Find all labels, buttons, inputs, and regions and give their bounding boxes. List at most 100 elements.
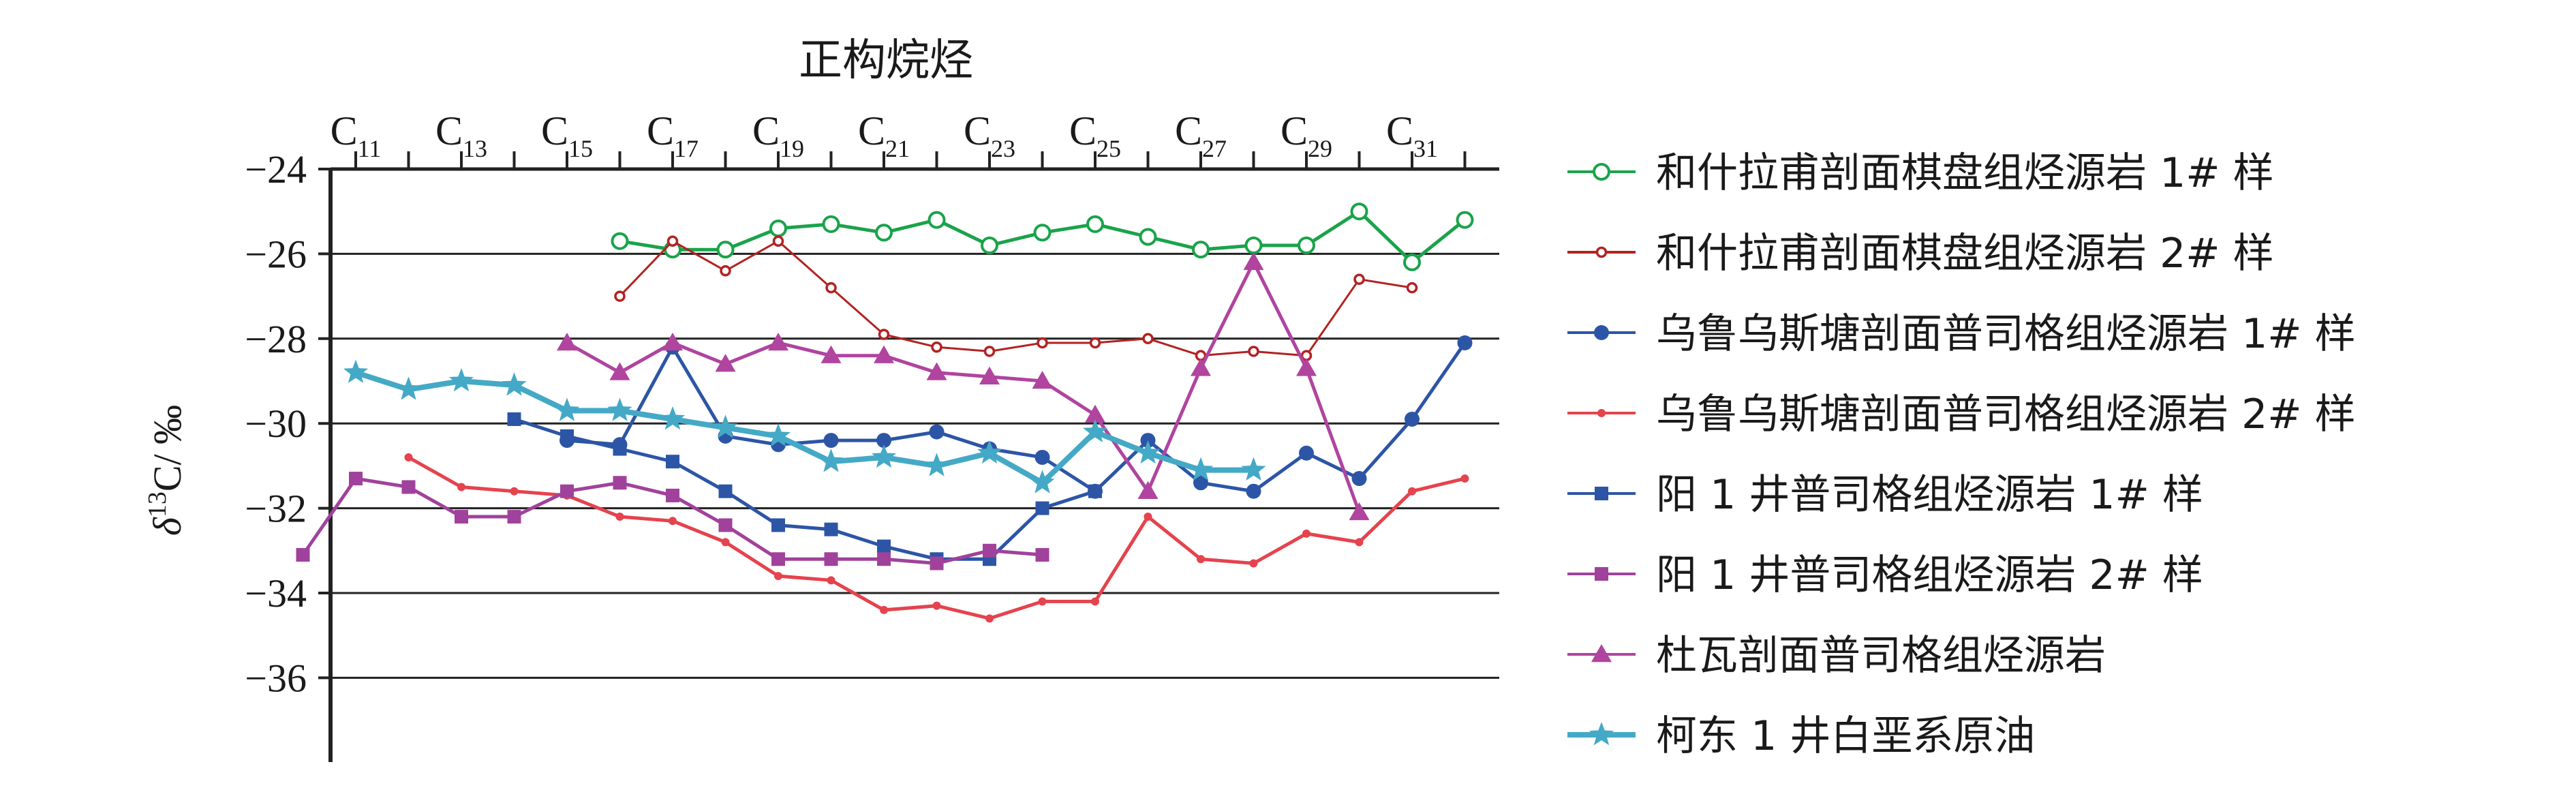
data-point <box>981 236 998 254</box>
data-point <box>1243 252 1264 271</box>
x-tick-label: C11 <box>331 108 382 162</box>
data-point <box>715 354 736 372</box>
data-point <box>613 442 627 456</box>
x-tick-label: C13 <box>435 108 487 162</box>
series-8 <box>343 359 1266 493</box>
data-point <box>1192 241 1210 259</box>
data-point <box>1144 513 1152 521</box>
data-point <box>404 453 413 461</box>
legend-label: 杜瓦剖面普司格组烃源岩 <box>1656 632 2106 680</box>
data-point <box>1188 457 1214 481</box>
data-point <box>1244 236 1263 254</box>
data-point <box>611 232 629 250</box>
data-point <box>1298 236 1315 254</box>
data-point <box>1403 253 1421 271</box>
data-point <box>932 601 941 610</box>
data-point <box>824 522 838 536</box>
data-point <box>718 518 733 532</box>
data-point <box>821 345 842 363</box>
data-point <box>343 359 369 383</box>
series-2 <box>614 235 1418 361</box>
data-point <box>876 433 891 449</box>
legend-item: 和什拉甫剖面棋盘组烃源岩 1# 样 <box>1567 149 2274 197</box>
data-point <box>1035 548 1049 562</box>
legend-item: 和什拉甫剖面棋盘组烃源岩 2# 样 <box>1567 230 2274 277</box>
series-line <box>619 239 1413 357</box>
data-point <box>721 538 730 547</box>
data-point <box>713 414 738 438</box>
x-tick-label: C27 <box>1175 108 1227 162</box>
data-point <box>660 406 686 430</box>
data-point <box>296 548 310 562</box>
data-point <box>666 455 679 469</box>
data-point <box>554 397 580 421</box>
data-point <box>1030 470 1055 493</box>
data-point <box>822 215 840 233</box>
data-point <box>1302 529 1310 538</box>
data-point <box>1135 440 1161 464</box>
series-4 <box>404 453 1469 623</box>
data-point <box>666 488 679 502</box>
grid-lines <box>331 252 1499 679</box>
data-point <box>874 345 894 363</box>
data-point <box>774 572 782 581</box>
data-point <box>1460 474 1469 483</box>
data-point <box>615 513 624 521</box>
data-point <box>877 552 891 566</box>
data-point <box>1241 457 1266 481</box>
x-tick-label: C17 <box>647 108 699 162</box>
axes <box>328 151 1499 762</box>
data-point <box>607 397 632 421</box>
legend-marker <box>1595 246 1608 258</box>
data-point <box>1296 358 1317 376</box>
data-point <box>1033 224 1052 242</box>
data-point <box>871 444 897 468</box>
data-point <box>977 440 1002 464</box>
data-point <box>716 241 735 259</box>
legend-marker <box>1594 325 1609 340</box>
data-point <box>768 333 788 351</box>
data-point <box>502 372 527 396</box>
legend-item: 阳 1 井普司格组烃源岩 2# 样 <box>1567 551 2203 599</box>
legend-item: 乌鲁乌斯塘剖面普司格组烃源岩 1# 样 <box>1567 310 2356 358</box>
legend-item: 杜瓦剖面普司格组烃源岩 <box>1567 632 2106 680</box>
data-point <box>1088 484 1102 498</box>
data-point <box>1248 346 1259 357</box>
x-tick-label: C23 <box>964 108 1015 162</box>
series-line <box>408 455 1466 620</box>
x-tick-label: C29 <box>1281 108 1332 162</box>
data-point <box>1089 337 1101 349</box>
data-point <box>1082 419 1108 442</box>
x-tick-labels: C11 C13 C15 C17 C19 C21 C23 C25 C27 C29 C31 <box>331 108 1438 162</box>
y-label-delta: δ <box>145 517 189 536</box>
y-label-sup: 13 <box>143 491 172 517</box>
data-point <box>931 341 942 353</box>
data-point <box>507 412 521 426</box>
legend-label: 和什拉甫剖面棋盘组烃源岩 2# 样 <box>1656 230 2274 277</box>
data-point <box>349 472 363 486</box>
legend-item: 阳 1 井普司格组烃源岩 1# 样 <box>1567 471 2203 519</box>
data-point <box>823 433 839 449</box>
data-point <box>1299 445 1314 461</box>
data-point <box>1034 449 1050 465</box>
data-point <box>1139 228 1157 246</box>
data-point <box>765 423 791 447</box>
data-point <box>613 476 627 490</box>
data-point <box>614 290 626 302</box>
data-point <box>1351 471 1367 487</box>
data-point <box>718 484 733 498</box>
data-point <box>1142 333 1154 345</box>
data-point <box>507 510 521 524</box>
data-point <box>1197 555 1205 564</box>
data-point <box>827 576 835 585</box>
data-point <box>1246 483 1261 499</box>
y-tick-label: −30 <box>245 401 307 446</box>
data-point <box>772 235 784 247</box>
data-point <box>880 605 888 614</box>
legend-label: 阳 1 井普司格组烃源岩 1# 样 <box>1656 471 2203 519</box>
series-lines <box>296 202 1474 623</box>
series-line <box>354 369 1254 487</box>
data-point <box>1355 538 1364 547</box>
data-point <box>1086 215 1104 233</box>
